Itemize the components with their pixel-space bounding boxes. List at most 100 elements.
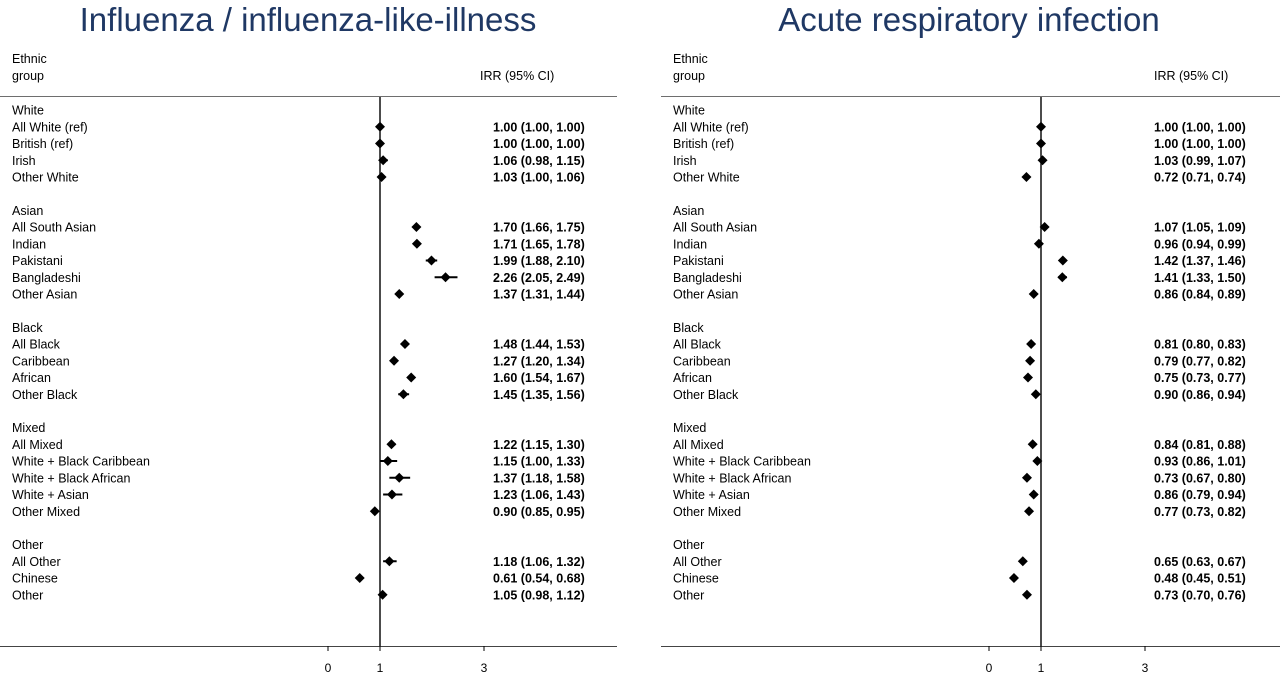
row-label: All South Asian <box>673 221 757 235</box>
row-estimate-text: 0.93 (0.86, 1.01) <box>1154 455 1246 469</box>
x-axis-tick-label: 1 <box>377 661 384 675</box>
row-estimate-text: 0.77 (0.73, 0.82) <box>1154 505 1246 519</box>
row-estimate-text: 1.48 (1.44, 1.53) <box>493 338 585 352</box>
x-axis-tick-label: 3 <box>1142 661 1149 675</box>
row-label: Pakistani <box>12 254 63 268</box>
point-estimate-marker <box>399 339 410 349</box>
row-label: Chinese <box>673 572 719 586</box>
point-estimate-marker <box>1023 372 1033 383</box>
row-label: All White (ref) <box>673 120 749 134</box>
row-estimate-text: 1.03 (0.99, 1.07) <box>1154 154 1246 168</box>
row-label: Other <box>12 588 43 602</box>
point-estimate-marker <box>1037 155 1048 166</box>
row-estimate-text: 1.45 (1.35, 1.56) <box>493 388 585 402</box>
column-header-ethnic-group: group <box>12 69 44 83</box>
point-estimate-marker <box>389 355 400 366</box>
point-estimate-marker <box>1021 172 1032 182</box>
point-estimate-marker <box>384 556 395 567</box>
row-estimate-text: 1.37 (1.18, 1.58) <box>493 471 585 485</box>
point-estimate-marker <box>1033 238 1044 249</box>
row-estimate-text: 1.05 (0.98, 1.12) <box>493 588 585 602</box>
point-estimate-marker <box>1027 439 1038 450</box>
point-estimate-marker <box>1039 222 1050 232</box>
row-label: White + Black Caribbean <box>12 455 150 469</box>
row-label: Other <box>673 588 704 602</box>
group-label: Other <box>673 538 704 552</box>
row-label: Other Black <box>12 388 78 402</box>
point-estimate-marker <box>369 506 380 517</box>
row-label: Other White <box>673 171 740 185</box>
point-estimate-marker <box>1025 355 1036 366</box>
row-label: African <box>12 371 51 385</box>
x-axis-tick-label: 3 <box>481 661 488 675</box>
row-label: Bangladeshi <box>12 271 81 285</box>
row-label: White + Black African <box>673 471 791 485</box>
point-estimate-marker <box>1032 456 1043 466</box>
row-label: British (ref) <box>673 137 734 151</box>
point-estimate-marker <box>1028 489 1039 500</box>
point-estimate-marker <box>382 456 393 466</box>
row-label: All Black <box>673 338 722 352</box>
point-estimate-marker <box>1057 272 1068 283</box>
group-label: Other <box>12 538 43 552</box>
point-estimate-marker <box>394 289 405 299</box>
point-estimate-marker <box>394 472 405 483</box>
row-label: White + Black African <box>12 471 130 485</box>
group-label: Black <box>12 321 43 335</box>
row-estimate-text: 1.99 (1.88, 2.10) <box>493 254 585 268</box>
row-label: All Other <box>12 555 61 569</box>
point-estimate-marker <box>1021 589 1032 600</box>
point-estimate-marker <box>411 222 422 232</box>
row-label: All Other <box>673 555 722 569</box>
row-label: Irish <box>12 154 36 168</box>
point-estimate-marker <box>426 255 437 266</box>
row-label: Other Asian <box>673 288 738 302</box>
point-estimate-marker <box>1030 389 1041 400</box>
point-estimate-marker <box>376 172 387 182</box>
row-estimate-text: 0.81 (0.80, 0.83) <box>1154 338 1246 352</box>
row-label: All White (ref) <box>12 120 88 134</box>
row-estimate-text: 1.00 (1.00, 1.00) <box>1154 120 1246 134</box>
column-header-irr: IRR (95% CI) <box>1154 69 1228 83</box>
row-label: All Black <box>12 338 61 352</box>
row-estimate-text: 1.03 (1.00, 1.06) <box>493 171 585 185</box>
row-estimate-text: 0.65 (0.63, 0.67) <box>1154 555 1246 569</box>
row-label: Caribbean <box>673 354 731 368</box>
point-estimate-marker <box>354 573 365 583</box>
row-estimate-text: 0.48 (0.45, 0.51) <box>1154 572 1246 586</box>
point-estimate-marker <box>411 238 422 249</box>
row-label: Indian <box>673 237 707 251</box>
row-estimate-text: 0.96 (0.94, 0.99) <box>1154 237 1246 251</box>
row-estimate-text: 0.86 (0.84, 0.89) <box>1154 288 1246 302</box>
point-estimate-marker <box>1017 556 1028 567</box>
row-estimate-text: 1.22 (1.15, 1.30) <box>493 438 585 452</box>
point-estimate-marker <box>440 272 451 283</box>
row-estimate-text: 1.41 (1.33, 1.50) <box>1154 271 1246 285</box>
point-estimate-marker <box>386 439 397 450</box>
row-estimate-text: 1.00 (1.00, 1.00) <box>493 137 585 151</box>
x-axis-tick-label: 0 <box>325 661 332 675</box>
point-estimate-marker <box>1026 339 1037 349</box>
row-label: Other Asian <box>12 288 77 302</box>
point-estimate-marker <box>406 372 417 383</box>
row-estimate-text: 1.42 (1.37, 1.46) <box>1154 254 1246 268</box>
row-estimate-text: 0.84 (0.81, 0.88) <box>1154 438 1246 452</box>
row-estimate-text: 1.15 (1.00, 1.33) <box>493 455 585 469</box>
row-estimate-text: 1.18 (1.06, 1.32) <box>493 555 585 569</box>
row-label: Other Mixed <box>12 505 80 519</box>
point-estimate-marker <box>1024 506 1035 517</box>
x-axis-tick-label: 0 <box>986 661 993 675</box>
row-label: Chinese <box>12 572 58 586</box>
row-estimate-text: 0.90 (0.86, 0.94) <box>1154 388 1246 402</box>
row-label: Other Black <box>673 388 739 402</box>
row-label: British (ref) <box>12 137 73 151</box>
row-estimate-text: 1.23 (1.06, 1.43) <box>493 488 585 502</box>
row-estimate-text: 2.26 (2.05, 2.49) <box>493 271 585 285</box>
group-label: Black <box>673 321 704 335</box>
row-label: Pakistani <box>673 254 724 268</box>
group-label: Mixed <box>673 421 706 435</box>
row-estimate-text: 1.27 (1.20, 1.34) <box>493 354 585 368</box>
row-estimate-text: 0.61 (0.54, 0.68) <box>493 572 585 586</box>
